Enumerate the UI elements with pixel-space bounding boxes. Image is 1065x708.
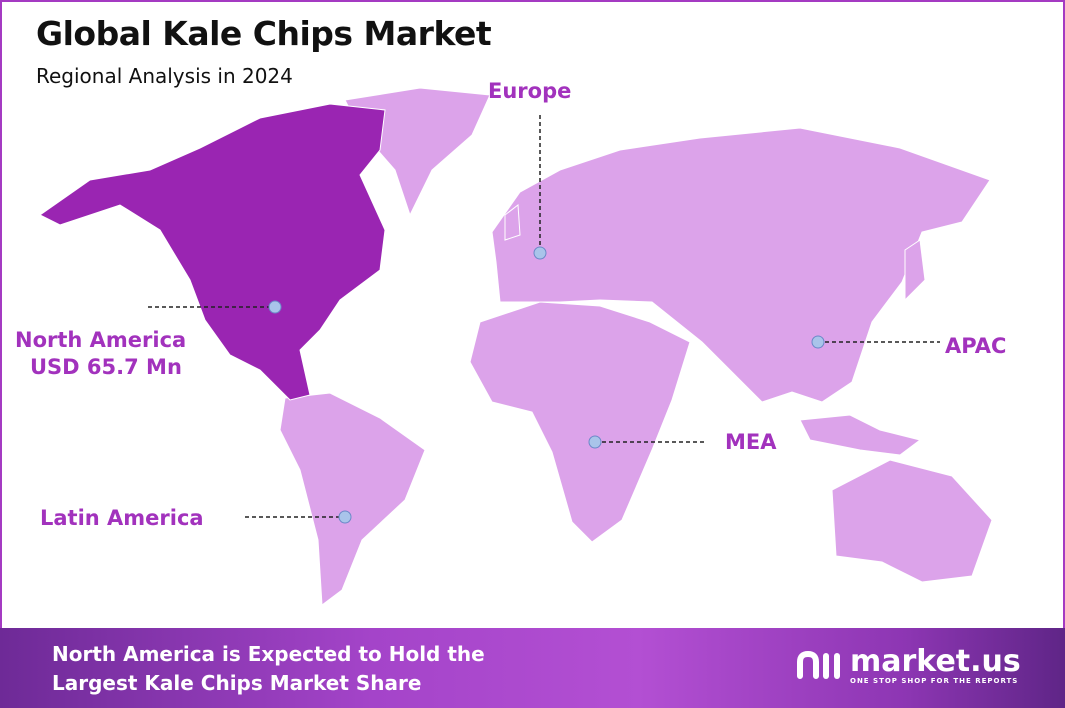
world-map xyxy=(39,87,993,606)
label-latin-america: Latin America xyxy=(40,506,204,530)
footer-line-2: Largest Kale Chips Market Share xyxy=(52,671,422,695)
region-mea xyxy=(469,301,691,543)
europe-marker xyxy=(533,246,547,260)
footer-banner: North America is Expected to Hold the La… xyxy=(0,628,1065,708)
market-us-logo: market.us ONE STOP SHOP FOR THE REPORTS xyxy=(792,646,1021,686)
label-mea: MEA xyxy=(725,430,777,454)
north-america-value: USD 65.7 Mn xyxy=(30,355,182,379)
region-latin-america xyxy=(279,392,426,606)
label-europe: Europe xyxy=(488,79,572,103)
indonesia xyxy=(799,414,922,456)
region-north-america xyxy=(39,103,386,401)
logo-mark-icon xyxy=(797,650,840,679)
footer-line-1: North America is Expected to Hold the xyxy=(52,642,485,666)
page-subtitle: Regional Analysis in 2024 xyxy=(36,64,293,88)
label-north-america: North America USD 65.7 Mn xyxy=(15,327,186,381)
footer-message: North America is Expected to Hold the La… xyxy=(52,640,485,698)
uk xyxy=(504,204,521,241)
latin-america-marker xyxy=(338,510,352,524)
label-apac: APAC xyxy=(945,334,1007,358)
logo-tagline: ONE STOP SHOP FOR THE REPORTS xyxy=(850,677,1019,685)
australia xyxy=(831,459,993,583)
mea-marker xyxy=(588,435,602,449)
apac-marker xyxy=(811,335,825,349)
region-europe-asia xyxy=(491,127,991,403)
japan xyxy=(904,239,926,302)
north-america-name: North America xyxy=(15,328,187,352)
page-title: Global Kale Chips Market xyxy=(36,14,492,53)
logo-name: market.us xyxy=(850,644,1021,679)
north-america-marker xyxy=(268,300,282,314)
